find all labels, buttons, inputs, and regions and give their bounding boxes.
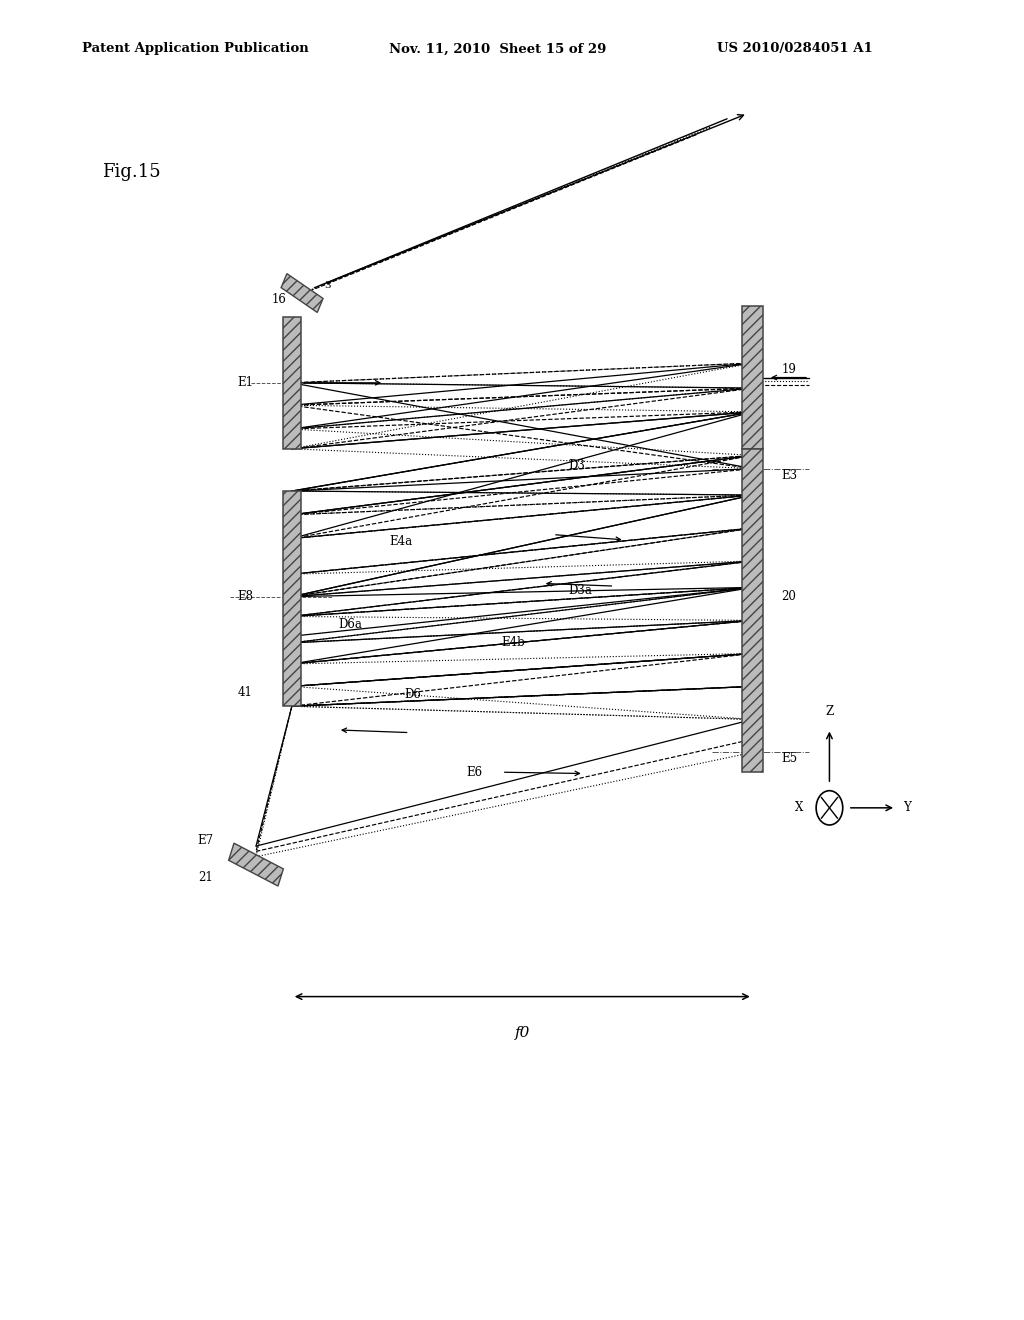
Text: E8: E8 (237, 590, 253, 603)
Text: Nov. 11, 2010  Sheet 15 of 29: Nov. 11, 2010 Sheet 15 of 29 (389, 42, 606, 55)
Text: D6a: D6a (338, 618, 361, 631)
Text: Patent Application Publication: Patent Application Publication (82, 42, 308, 55)
Text: Y: Y (903, 801, 911, 814)
Text: f0: f0 (514, 1026, 530, 1040)
Text: E1: E1 (237, 376, 253, 389)
Polygon shape (228, 843, 284, 886)
Text: US 2010/0284051 A1: US 2010/0284051 A1 (717, 42, 872, 55)
Text: 41: 41 (238, 686, 253, 700)
Text: D6: D6 (404, 688, 421, 701)
Text: E4a: E4a (389, 535, 413, 548)
Text: D3: D3 (568, 459, 585, 473)
Text: D3a: D3a (568, 583, 592, 597)
Bar (742, 449, 763, 772)
Text: 21: 21 (199, 871, 213, 884)
Bar (283, 491, 301, 706)
Text: E4b: E4b (502, 636, 525, 649)
Bar (283, 317, 301, 449)
Text: E7: E7 (197, 834, 213, 847)
Text: 16: 16 (271, 293, 287, 306)
Bar (742, 306, 763, 449)
Text: Fig.15: Fig.15 (102, 162, 161, 181)
Text: 3: 3 (325, 281, 331, 289)
Text: E5: E5 (781, 752, 798, 766)
Polygon shape (282, 273, 323, 313)
Text: X: X (795, 801, 803, 814)
Text: E3: E3 (781, 469, 798, 482)
Text: Z: Z (825, 705, 834, 718)
Text: 20: 20 (781, 590, 797, 603)
Text: 19: 19 (781, 363, 797, 376)
Text: E6: E6 (466, 766, 482, 779)
